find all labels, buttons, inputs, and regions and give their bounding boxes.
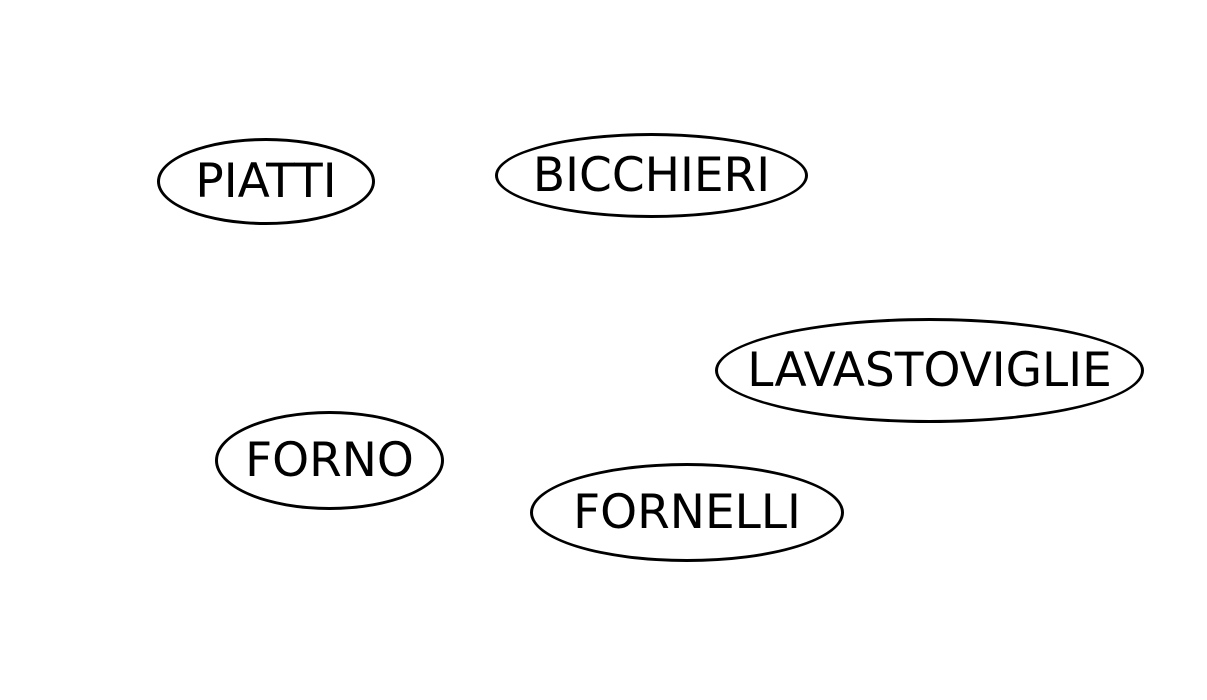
node-piatti: PIATTI [157, 138, 375, 225]
node-forno: FORNO [215, 411, 444, 510]
node-fornelli-label: FORNELLI [573, 485, 801, 540]
node-lavastoviglie-label: LAVASTOVIGLIE [747, 343, 1112, 398]
node-bicchieri-label: BICCHIERI [532, 148, 771, 203]
node-bicchieri: BICCHIERI [495, 133, 808, 218]
node-lavastoviglie: LAVASTOVIGLIE [715, 318, 1144, 423]
node-fornelli: FORNELLI [530, 463, 844, 562]
node-forno-label: FORNO [245, 433, 414, 488]
node-piatti-label: PIATTI [195, 154, 337, 209]
